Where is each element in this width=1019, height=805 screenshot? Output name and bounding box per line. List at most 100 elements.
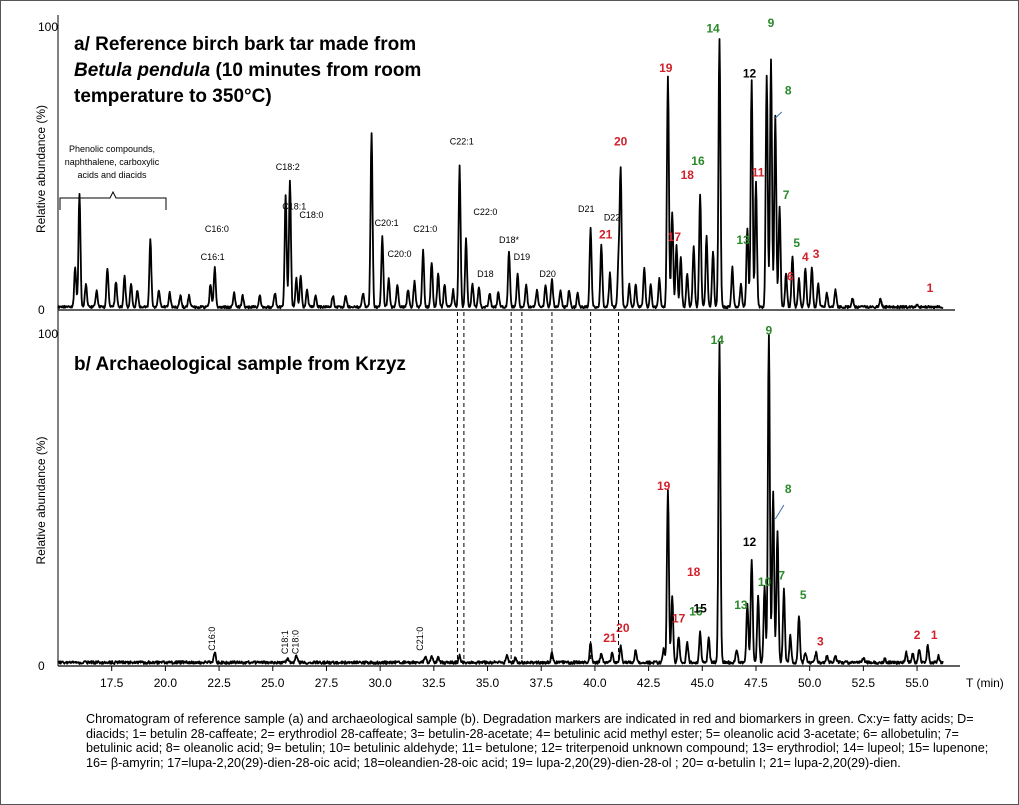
b-compound-label: C18:0 bbox=[291, 630, 301, 654]
a-peak-label-12: 12 bbox=[743, 67, 757, 81]
a-compound-label: C16:1 bbox=[201, 252, 225, 262]
a-peak-label-20: 20 bbox=[614, 134, 628, 148]
b-x-tick-label: 22.5 bbox=[207, 676, 231, 690]
b-x-tick-label: 42.5 bbox=[637, 676, 661, 690]
b-peak-label-20: 20 bbox=[616, 621, 630, 635]
b-peak-label-5: 5 bbox=[800, 588, 807, 602]
a-title-line3: temperature to 350°C) bbox=[74, 86, 272, 107]
b-x-tick-label: 27.5 bbox=[315, 676, 339, 690]
a-compound-label: C16:0 bbox=[205, 224, 229, 234]
b-x-tick-label: 32.5 bbox=[422, 676, 446, 690]
a-label-8-connector bbox=[774, 111, 783, 119]
a-trace bbox=[57, 38, 944, 310]
a-phenolic-annotation: Phenolic compounds, bbox=[69, 144, 155, 154]
b-peak-label-1: 1 bbox=[931, 628, 938, 642]
b-compound-label: C18:1 bbox=[280, 630, 290, 654]
b-x-tick-label: 25.0 bbox=[261, 676, 285, 690]
a-peak-label-5: 5 bbox=[793, 236, 800, 250]
b-y-max-label: 100 bbox=[38, 327, 58, 341]
a-peak-label-7: 7 bbox=[783, 188, 790, 202]
a-phenolic-bracket bbox=[59, 190, 167, 210]
a-compound-label: C18:0 bbox=[299, 210, 323, 220]
a-title-line2: Betula pendula (10 minutes from room bbox=[74, 60, 421, 81]
a-compound-label: D20 bbox=[539, 269, 556, 279]
a-y-zero-label: 0 bbox=[38, 303, 45, 317]
a-peak-label-21: 21 bbox=[599, 227, 613, 241]
b-x-tick-label: 47.5 bbox=[744, 676, 768, 690]
a-peak-label-18: 18 bbox=[681, 168, 695, 182]
a-title-rest: (10 minutes from room bbox=[210, 60, 421, 81]
a-peak-label-3: 3 bbox=[813, 247, 820, 261]
a-peak-label-14: 14 bbox=[706, 21, 720, 35]
a-compound-label: C18:2 bbox=[276, 162, 300, 172]
a-peak-label-8: 8 bbox=[785, 84, 792, 98]
a-title: a/ Reference birch bark tar made from bbox=[74, 34, 416, 55]
b-peak-label-19: 19 bbox=[657, 479, 671, 493]
b-peak-label-13: 13 bbox=[734, 598, 748, 612]
b-peak-label-12: 12 bbox=[743, 535, 757, 549]
a-compound-label: C21:0 bbox=[413, 224, 437, 234]
b-peak-label-7: 7 bbox=[778, 568, 785, 582]
b-x-tick-label: 50.0 bbox=[798, 676, 822, 690]
b-peak-label-8: 8 bbox=[785, 482, 792, 496]
a-peak-label-9: 9 bbox=[768, 16, 775, 30]
b-x-tick-label: 45.0 bbox=[691, 676, 715, 690]
a-compound-label: C22:0 bbox=[473, 207, 497, 217]
b-peak-label-2: 2 bbox=[914, 628, 921, 642]
b-peak-label-17: 17 bbox=[672, 611, 686, 625]
b-label-8-connector bbox=[774, 504, 785, 520]
a-compound-label: D18* bbox=[499, 235, 520, 245]
a-y-label: Relative abundance (%) bbox=[34, 105, 48, 233]
b-peak-label-9: 9 bbox=[766, 323, 773, 337]
b-x-tick-label: 17.5 bbox=[100, 676, 124, 690]
figure-caption: Chromatogram of reference sample (a) and… bbox=[86, 712, 996, 770]
b-trace bbox=[57, 334, 944, 665]
b-x-tick-label: 35.0 bbox=[476, 676, 500, 690]
b-peak-label-16: 16 bbox=[689, 605, 703, 619]
a-peak-label-4: 4 bbox=[802, 250, 809, 264]
b-peak-label-15: 15 bbox=[693, 601, 707, 615]
a-phenolic-annotation: naphthalene, carboxylic bbox=[65, 157, 160, 167]
b-peak-label-14: 14 bbox=[711, 333, 725, 347]
b-peak-label-21: 21 bbox=[603, 631, 617, 645]
a-compound-label: D19 bbox=[514, 252, 531, 262]
b-peak-label-10: 10 bbox=[758, 575, 772, 589]
a-compound-label: C20:1 bbox=[375, 218, 399, 228]
b-x-label: T (min) bbox=[966, 676, 1004, 690]
b-compound-label: C21:0 bbox=[415, 627, 425, 651]
b-peak-label-3: 3 bbox=[817, 634, 824, 648]
b-x-tick-label: 40.0 bbox=[583, 676, 607, 690]
b-title: b/ Archaeological sample from Krzyz bbox=[74, 354, 406, 375]
a-peak-label-13: 13 bbox=[736, 233, 750, 247]
a-compound-label: D22 bbox=[604, 213, 621, 223]
a-peak-label-6: 6 bbox=[787, 270, 794, 284]
b-y-zero-label: 0 bbox=[38, 659, 45, 673]
a-compound-label: C20:0 bbox=[387, 249, 411, 259]
b-x-tick-label: 52.5 bbox=[852, 676, 876, 690]
a-compound-label: D18 bbox=[477, 269, 494, 279]
caption-body: Cx:y= fatty acids; D= diacids; 1= betuli… bbox=[86, 712, 989, 770]
a-y-max-label: 100 bbox=[38, 20, 58, 34]
b-compound-label: C16:0 bbox=[207, 627, 217, 651]
b-x-tick-label: 37.5 bbox=[530, 676, 554, 690]
a-peak-label-17: 17 bbox=[668, 230, 682, 244]
a-compound-label: C22:1 bbox=[450, 136, 474, 146]
diacid-dashed-guides bbox=[456, 312, 620, 660]
a-peak-label-16: 16 bbox=[691, 154, 705, 168]
caption-lead: Chromatogram of reference sample (a) and… bbox=[86, 712, 854, 726]
b-peak-label-18: 18 bbox=[687, 565, 701, 579]
a-peak-label-1: 1 bbox=[927, 281, 934, 295]
a-compound-label: C18:1 bbox=[282, 201, 306, 211]
a-peak-label-11: 11 bbox=[752, 165, 765, 179]
b-x-tick-label: 20.0 bbox=[154, 676, 178, 690]
a-peak-label-19: 19 bbox=[659, 61, 673, 75]
a-title-species: Betula pendula bbox=[74, 60, 211, 81]
b-x-tick-label: 55.0 bbox=[905, 676, 929, 690]
b-x-tick-label: 30.0 bbox=[368, 676, 392, 690]
a-compound-label: D21 bbox=[578, 204, 595, 214]
b-y-label: Relative abundance (%) bbox=[34, 436, 48, 564]
a-phenolic-annotation: acids and diacids bbox=[77, 170, 147, 180]
